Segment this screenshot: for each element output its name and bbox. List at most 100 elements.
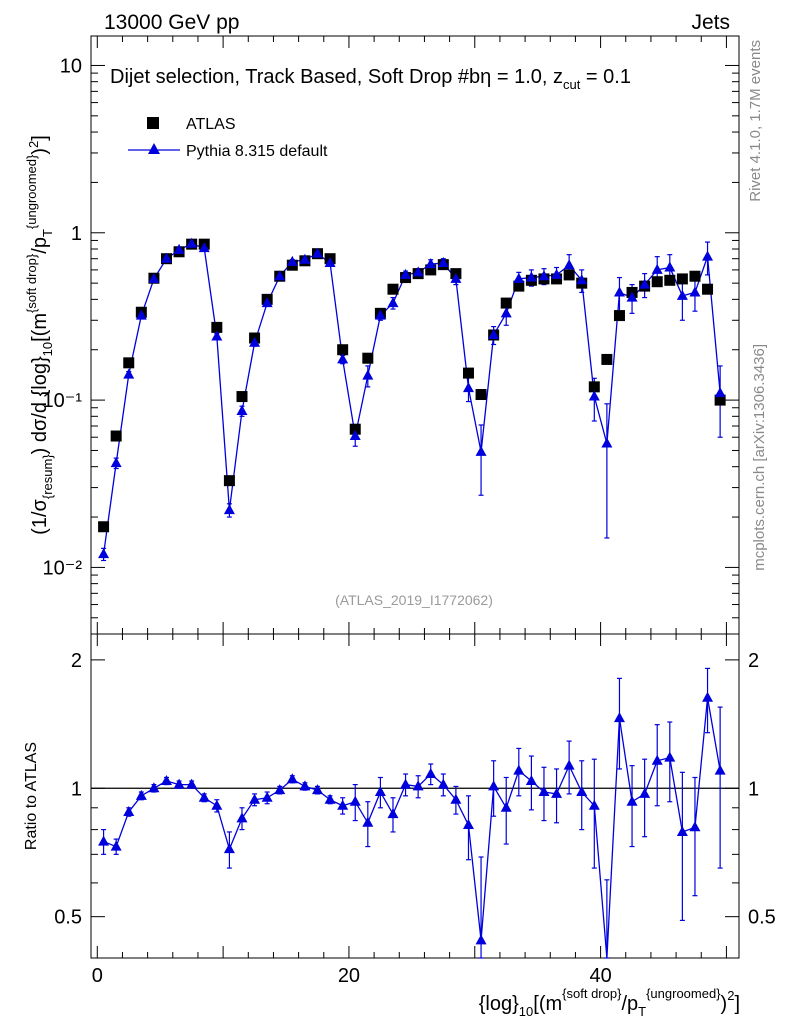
ratio-point	[676, 825, 688, 836]
pythia-point	[576, 274, 588, 285]
pythia-point	[249, 336, 261, 347]
pythia-point	[186, 237, 198, 248]
ratio-point	[576, 786, 588, 797]
chart-title: Dijet selection, Track Based, Soft Drop …	[110, 66, 631, 92]
ratio-point	[148, 782, 160, 793]
atlas-point	[98, 521, 110, 533]
y-tick-label: 10⁻²	[43, 557, 83, 579]
x-axis-label: {log}10[(m{soft drop}/pT{ungroomed})2]	[479, 986, 740, 1019]
chart-title-sub: cut	[563, 77, 581, 92]
pythia-point	[299, 253, 311, 264]
ratio-point	[626, 795, 638, 806]
atlas-point	[601, 353, 613, 365]
ratio-point	[639, 787, 651, 798]
ratio-point	[664, 751, 676, 762]
pythia-point	[211, 330, 223, 341]
pythia-point	[664, 261, 676, 272]
pythia-point	[223, 504, 235, 515]
ratio-panel-frame	[90, 633, 740, 959]
ratio-tick-label-left: 0.5	[54, 907, 82, 929]
pythia-point	[714, 387, 726, 398]
ratio-point	[374, 786, 386, 797]
pythia-point	[135, 309, 147, 320]
pythia-point	[236, 405, 248, 416]
legend-pythia-label: Pythia 8.315 default	[186, 143, 328, 160]
ratio-point	[551, 787, 563, 798]
atlas-point	[551, 273, 563, 285]
ratio-point	[613, 712, 625, 723]
ratio-point	[538, 786, 550, 797]
atlas-point	[349, 423, 361, 435]
y-axis-label: (1/σ{resum}) dσ/d {log}10[(m{soft drop}/…	[24, 135, 55, 535]
ratio-tick-label-left: 1	[71, 778, 82, 800]
pythia-point	[462, 382, 474, 393]
pythia-point	[311, 247, 323, 258]
y-tick-label: 1	[71, 223, 82, 245]
pythia-point	[123, 368, 135, 379]
pythia-point	[513, 272, 525, 283]
ratio-point	[98, 835, 110, 846]
pythia-point	[362, 369, 374, 380]
pythia-point	[374, 309, 386, 320]
pythia-point	[412, 266, 424, 277]
mcplots-label: mcplots.cern.ch [arXiv:1306.3436]	[751, 344, 768, 571]
x-tick-label: 20	[338, 965, 360, 987]
ratio-point	[236, 812, 248, 823]
ratio-point	[135, 789, 147, 800]
pythia-point	[450, 272, 462, 283]
ratio-tick-label-right: 1	[748, 778, 759, 800]
atlas-point	[702, 283, 714, 295]
pythia-point	[563, 259, 575, 270]
ratio-point	[412, 780, 424, 791]
ratio-point	[387, 808, 399, 819]
data-layer	[98, 237, 726, 959]
pythia-point	[98, 548, 110, 559]
ratio-point	[714, 764, 726, 775]
legend-atlas-marker	[147, 117, 159, 129]
ratio-point	[588, 799, 600, 810]
atlas-point	[613, 310, 625, 322]
ratio-point	[500, 801, 512, 812]
ratio-point	[450, 793, 462, 804]
x-tick-label: 0	[92, 965, 103, 987]
ratio-point	[702, 691, 714, 702]
ratio-tick-label-left: 2	[71, 650, 82, 672]
pythia-point	[551, 268, 563, 279]
ratio-point	[198, 791, 210, 802]
ratio-point	[123, 805, 135, 816]
atlas-point	[236, 391, 248, 403]
pythia-point	[160, 252, 172, 263]
pythia-point	[110, 457, 122, 468]
ratio-point	[337, 799, 349, 810]
pythia-point	[337, 353, 349, 364]
pythia-point	[475, 445, 487, 456]
pythia-point	[324, 256, 336, 267]
x-tick-label: 40	[589, 965, 611, 987]
atlas-point	[651, 276, 663, 288]
atlas-point	[223, 475, 235, 487]
pythia-point	[274, 270, 286, 281]
ratio-point	[349, 795, 361, 806]
ratio-y-axis-label: Ratio to ATLAS	[23, 742, 40, 850]
ratio-point	[223, 843, 235, 854]
pythia-point	[425, 258, 437, 269]
pythia-point	[198, 242, 210, 253]
pythia-point	[702, 250, 714, 261]
atlas-point	[475, 389, 487, 401]
pythia-point	[588, 390, 600, 401]
pythia-point	[437, 256, 449, 267]
axes-layer: 0 20 40 10⁻² 10⁻¹ 1 10 0.5 0.5 1 1 2 2	[43, 36, 776, 987]
atlas-point	[563, 269, 575, 281]
ratio-point	[689, 821, 701, 832]
legend-pythia-marker	[148, 143, 160, 154]
atlas-point	[362, 352, 374, 364]
pythia-point	[488, 328, 500, 339]
legend-atlas-label: ATLAS	[186, 116, 236, 133]
ratio-point	[513, 764, 525, 775]
ratio-point	[249, 793, 261, 804]
ratio-point	[488, 780, 500, 791]
ratio-point	[286, 773, 298, 784]
pythia-point	[639, 278, 651, 289]
atlas-point	[664, 274, 676, 286]
